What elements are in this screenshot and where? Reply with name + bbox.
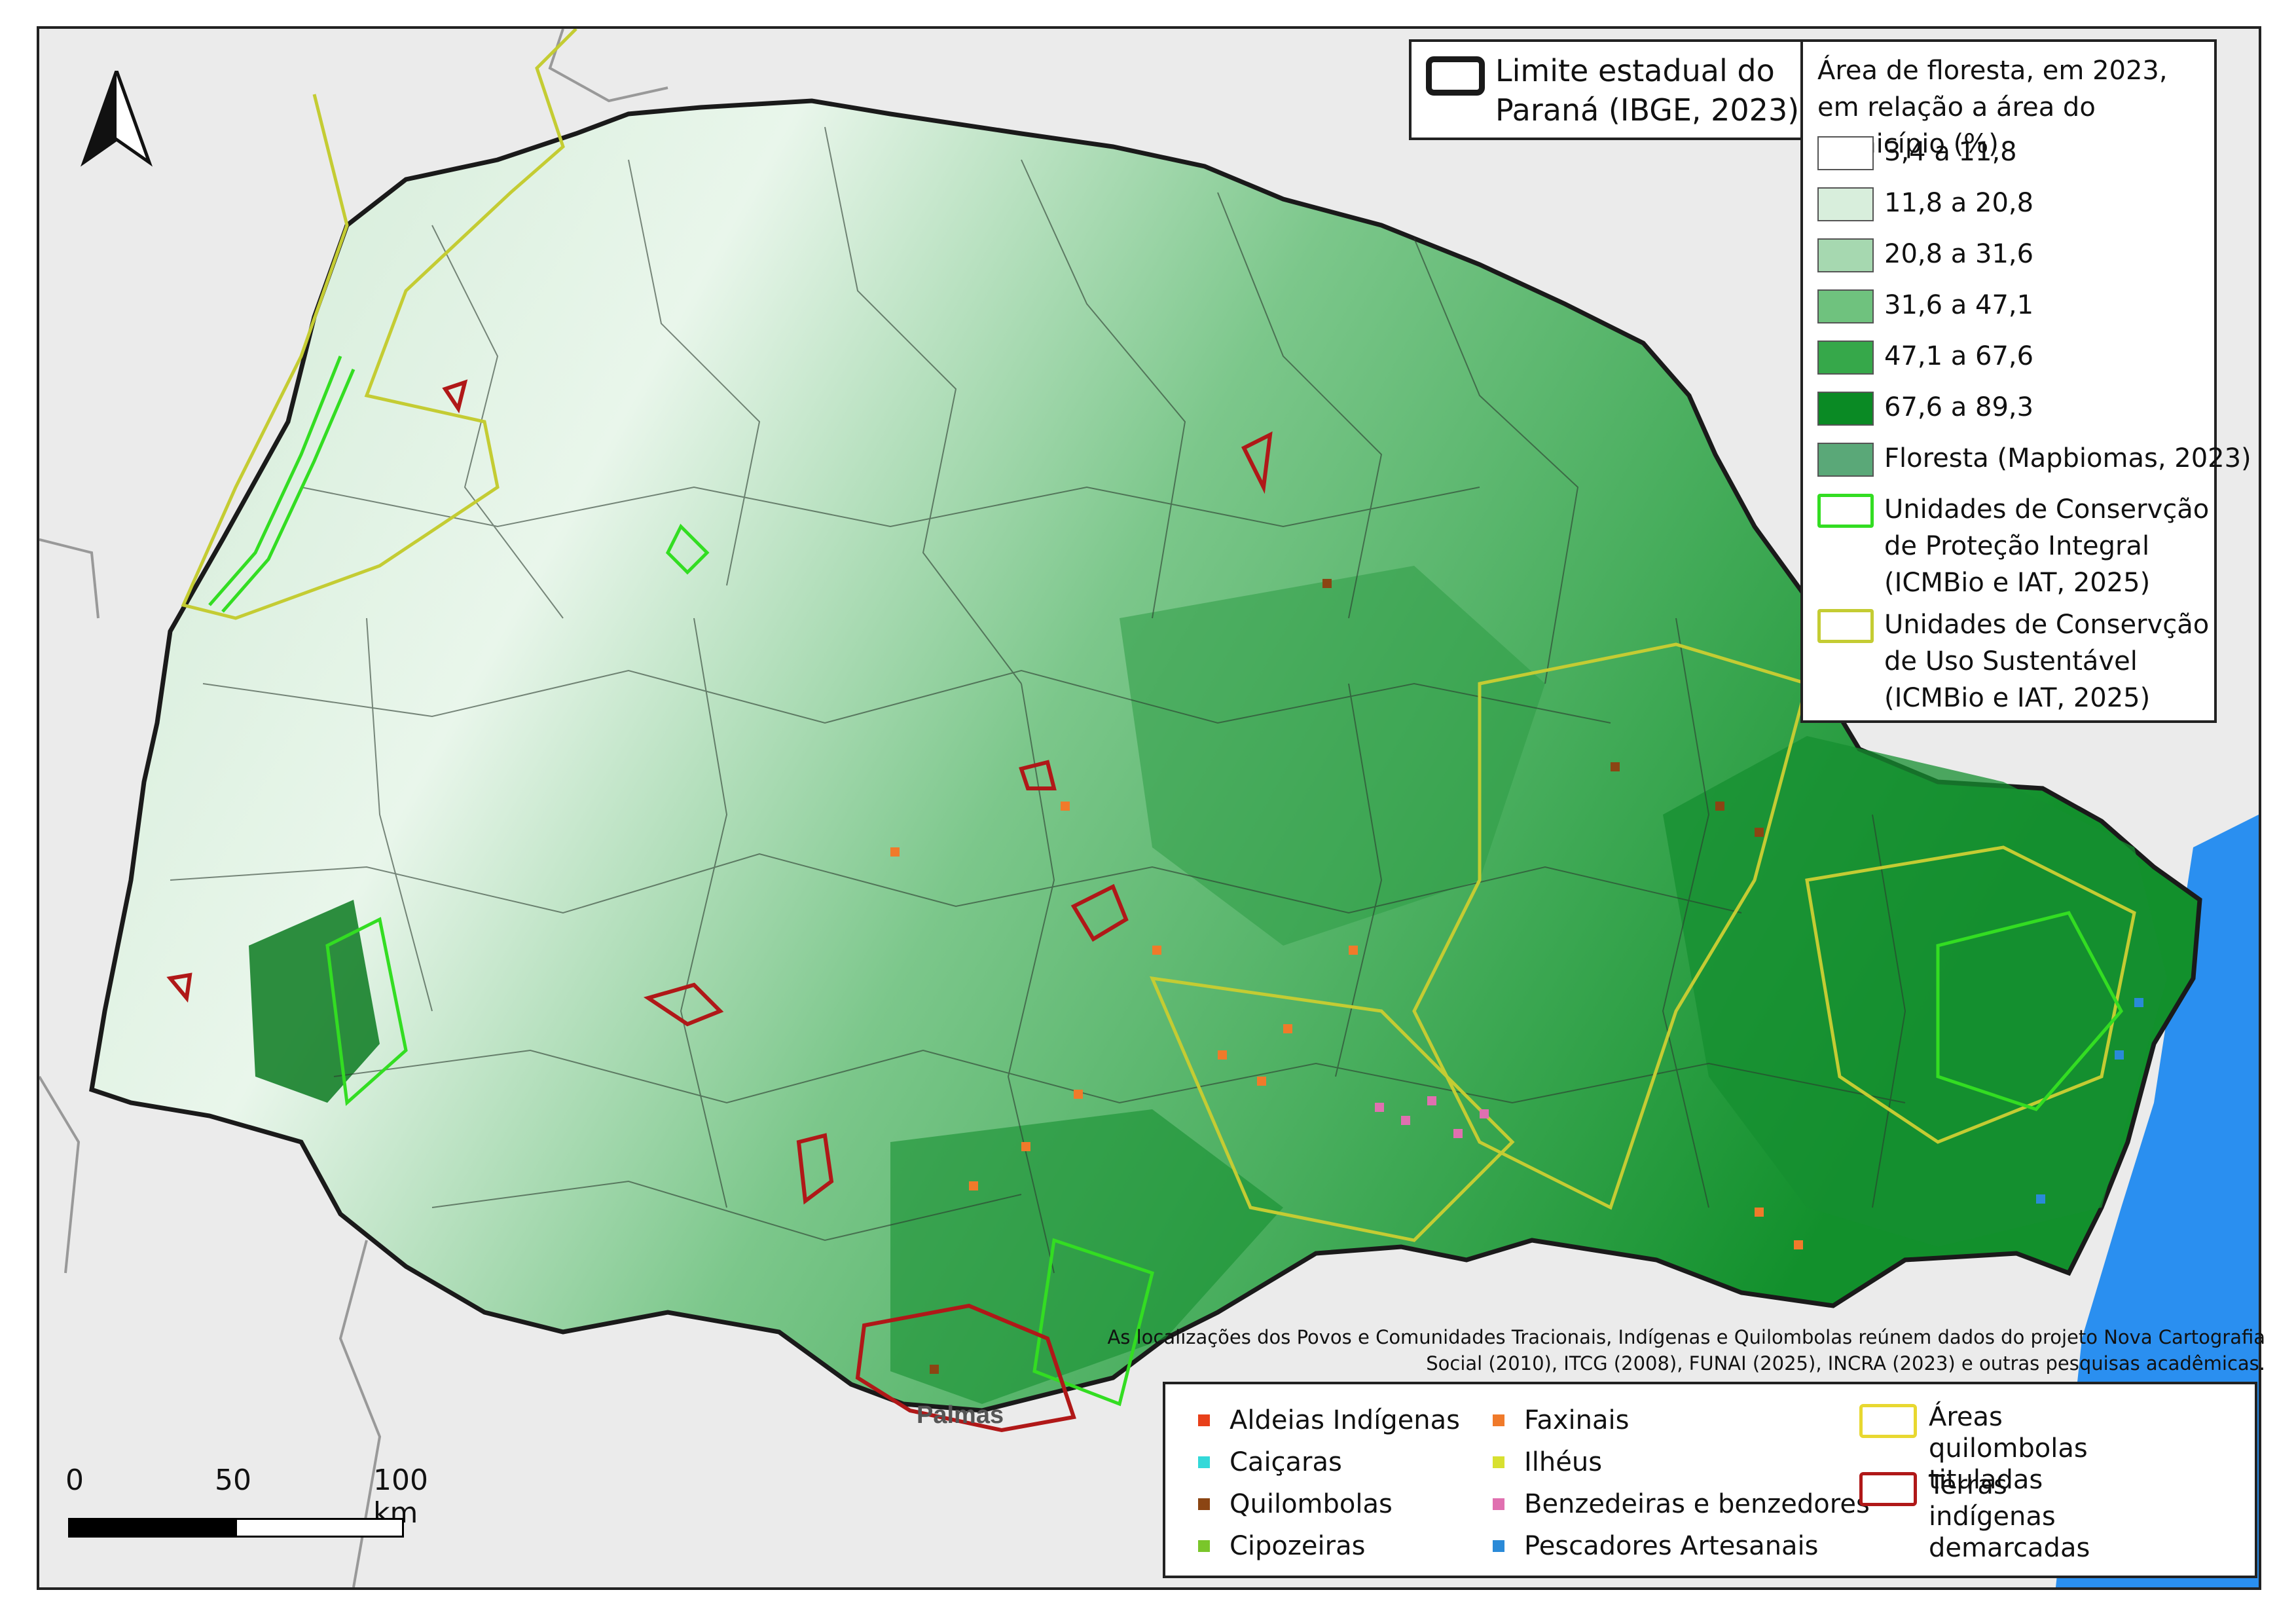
legend-uc-integral-label: Unidades de Conservção de Proteção Integ… [1884, 494, 2210, 598]
legend-marker [1493, 1414, 1504, 1426]
legend-swatch [1817, 494, 1874, 528]
legend-marker [1493, 1540, 1504, 1552]
legend-swatch [1817, 609, 1874, 643]
legend-item-label: Aldeias Indígenas [1230, 1405, 1461, 1435]
neighbour-border-west [39, 538, 100, 619]
legend-item-label: Cipozeiras [1230, 1531, 1366, 1561]
legend-class-label: 47,1 a 67,6 [1884, 341, 2034, 371]
legend-swatch [1859, 1404, 1917, 1438]
scale-bar: 0 50 100 km [65, 1464, 428, 1556]
state-limit-legend: Limite estadual do Paraná (IBGE, 2023) [1409, 39, 1808, 140]
legend-item-label: Caiçaras [1230, 1447, 1342, 1477]
state-limit-label: Limite estadual do Paraná (IBGE, 2023) [1495, 53, 1800, 128]
faxinais-points [890, 802, 1803, 1249]
forest-zone-center [1120, 566, 1545, 946]
legend-marker [1198, 1540, 1210, 1552]
legend-swatch [1817, 289, 1874, 323]
legend-item-label: Ilhéus [1524, 1447, 1603, 1477]
legend-marker [1198, 1456, 1210, 1468]
legend-marker [1493, 1498, 1504, 1510]
uc-sustentavel [181, 29, 2136, 1242]
benzedeiras-points [1375, 1096, 1489, 1138]
legend-item-label: Pescadores Artesanais [1524, 1531, 1819, 1561]
legend-class-label: 67,6 a 89,3 [1884, 392, 2034, 422]
legend-swatch [1817, 187, 1874, 221]
legend-quilombola-areas-label: Áreas quilombolas tituladas [1929, 1402, 2088, 1495]
forest-legend: Área de floresta, em 2023, em relação a … [1800, 39, 2251, 723]
legend-item-label: Faxinais [1524, 1405, 1630, 1435]
scale-segment-black [68, 1518, 237, 1538]
people-legend: Aldeias Indígenas Caiçaras Quilombolas C… [1163, 1382, 2257, 1578]
legend-class-label: 3,4 a 11,8 [1884, 137, 2017, 167]
scale-label-0: 0 [65, 1464, 84, 1497]
legend-item-label: Quilombolas [1230, 1489, 1393, 1519]
forest-zone-east [1663, 736, 2167, 1247]
legend-marker [1493, 1456, 1504, 1468]
legend-swatch [1817, 443, 1874, 477]
legend-indigenous-lands-label: Terras indígenas demarcadas [1929, 1470, 2090, 1563]
quilombolas-points [930, 579, 1764, 1374]
legend-item-label: Benzedeiras e benzedores [1524, 1489, 1870, 1519]
source-note: As localizações dos Povos e Comunidades … [1107, 1326, 2265, 1375]
city-label-palmas: Palmas [917, 1401, 1004, 1429]
forest-legend-title: Área de floresta, em 2023, em relação a … [1817, 56, 2168, 159]
legend-forest-label: Floresta (Mapbiomas, 2023) [1884, 443, 2251, 473]
neighbour-border-sw [39, 1075, 81, 1274]
legend-marker [1198, 1414, 1210, 1426]
pescadores-points [2036, 998, 2143, 1204]
scale-label-50: 50 [215, 1464, 251, 1497]
legend-swatch [1817, 136, 1874, 170]
indigenous-lands [166, 379, 1273, 1433]
state-limit-symbol [1426, 56, 1485, 96]
legend-uc-sustentavel-label: Unidades de Conservção de Uso Sustentáve… [1884, 610, 2210, 713]
legend-swatch [1859, 1472, 1917, 1506]
uc-integral [208, 356, 2124, 1407]
legend-class-label: 20,8 a 31,6 [1884, 239, 2034, 269]
forest-zone-south [890, 1109, 1283, 1404]
legend-class-label: 31,6 a 47,1 [1884, 290, 2034, 320]
neighbour-border-south [338, 1240, 382, 1587]
legend-class-label: 11,8 a 20,8 [1884, 188, 2034, 218]
municipality-borders [170, 126, 1906, 1274]
north-arrow-icon [77, 65, 156, 169]
scale-segment-white [235, 1518, 404, 1538]
forest-zone-west [249, 900, 380, 1103]
legend-swatch [1817, 392, 1874, 426]
legend-swatch [1817, 238, 1874, 272]
legend-marker [1198, 1498, 1210, 1510]
legend-swatch [1817, 341, 1874, 375]
